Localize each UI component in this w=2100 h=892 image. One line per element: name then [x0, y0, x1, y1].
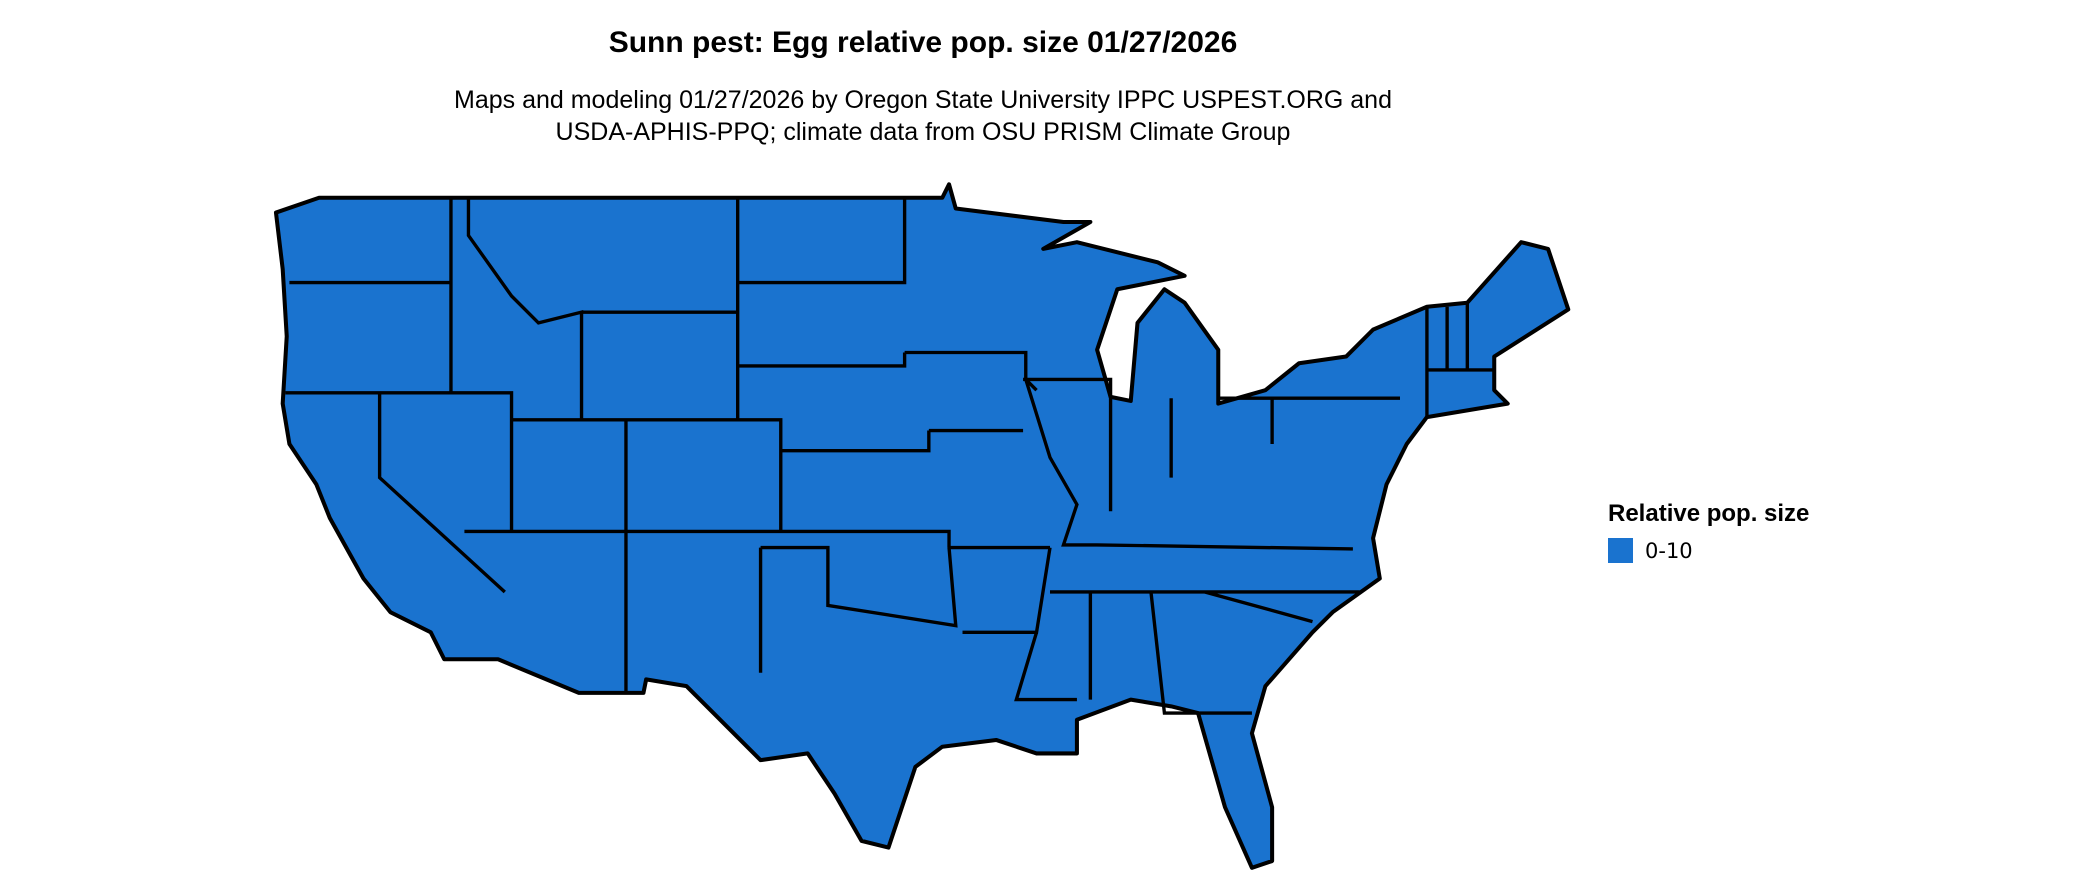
map-title: Sunn pest: Egg relative pop. size 01/27/… — [608, 26, 1238, 59]
legend-label: 0-10 — [1645, 538, 1693, 563]
subtitle-line-1: Maps and modeling 01/27/2026 by Oregon S… — [454, 86, 1392, 114]
legend-title: Relative pop. size — [1608, 500, 1810, 527]
subtitle-line-2: USDA-APHIS-PPQ; climate data from OSU PR… — [555, 118, 1291, 146]
legend-swatch — [1608, 538, 1633, 563]
legend: Relative pop. size 0-10 — [1608, 500, 1809, 563]
map-subtitle: Maps and modeling 01/27/2026 by Oregon S… — [0, 84, 1846, 148]
us-outline — [273, 182, 1571, 870]
state-borders — [285, 197, 1495, 715]
legend-item: 0-10 — [1608, 538, 1809, 563]
